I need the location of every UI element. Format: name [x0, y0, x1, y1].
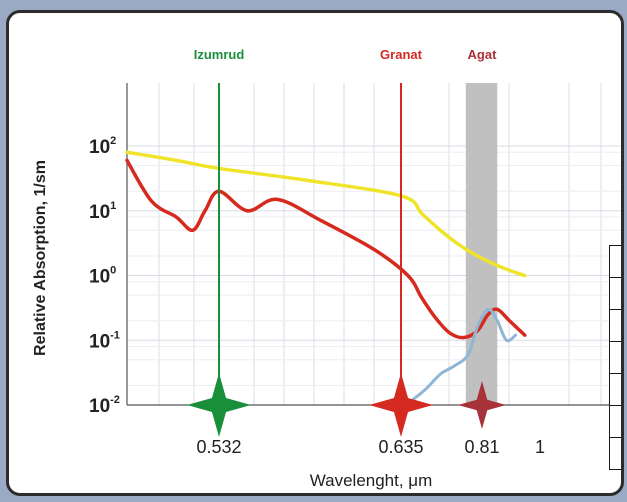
table-cell: D	[609, 245, 621, 278]
table-row: U	[609, 341, 621, 374]
laser-label-granat: Granat	[380, 47, 423, 62]
overlay-table: DGPUGCC	[609, 245, 621, 470]
table-cell: C	[609, 405, 621, 438]
agat-band	[465, 83, 498, 405]
x-tick-label: 0.635	[378, 437, 423, 457]
table-row: G	[609, 277, 621, 310]
table-cell: P	[609, 309, 621, 342]
table-row: D	[609, 245, 621, 278]
table-cell: U	[609, 341, 621, 374]
absorption-chart: Izumrud Granat Agat 102 101 100 10-1 10-2 0.532 0…	[32, 47, 621, 490]
table-cell: G	[609, 277, 621, 310]
x-axis-title: Wavelenght, μm	[310, 471, 433, 490]
x-tick-label: 1	[535, 437, 545, 457]
series-line-1	[125, 158, 527, 340]
y-tick-label: 100	[89, 265, 116, 288]
table-row: C	[609, 405, 621, 438]
x-tick-label: 0.81	[464, 437, 499, 457]
table-row: P	[609, 309, 621, 342]
table-cell: G	[609, 373, 621, 406]
table-row: C	[609, 437, 621, 470]
x-tick-label: 0.532	[196, 437, 241, 457]
y-tick-label: 102	[89, 135, 116, 158]
series-line-3	[411, 307, 518, 402]
table-cell: C	[609, 437, 621, 470]
y-tick-label: 101	[89, 200, 116, 223]
y-axis-title: Relative Absorption, 1/sm	[32, 160, 49, 356]
y-tick-label: 10-2	[89, 394, 120, 417]
laser-star-granat	[369, 373, 433, 437]
table-row: G	[609, 373, 621, 406]
laser-label-izumrud: Izumrud	[194, 47, 245, 62]
laser-label-agat: Agat	[468, 47, 498, 62]
y-tick-label: 10-1	[89, 329, 120, 352]
laser-star-agat	[458, 381, 506, 429]
laser-star-izumrud	[187, 373, 251, 437]
chart-frame: Izumrud Granat Agat 102 101 100 10-1 10-2 0.532 0…	[6, 10, 624, 496]
